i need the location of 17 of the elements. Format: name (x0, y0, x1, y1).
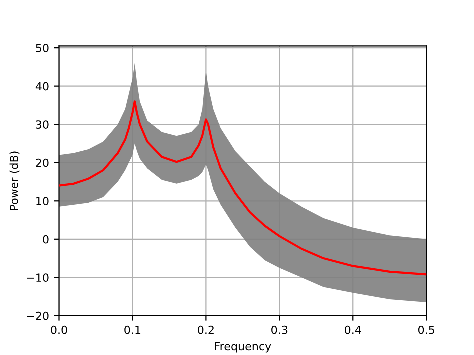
y-tick-label: 40 (36, 82, 49, 91)
y-tick-label: 50 (36, 44, 49, 52)
y-tick-label: 30 (36, 120, 49, 129)
y-tick-label: −10 (27, 274, 49, 282)
y-tick-label: −20 (27, 312, 49, 320)
x-tick-label: 0.2 (198, 326, 214, 334)
y-tick-label: 10 (36, 197, 49, 206)
x-tick-label: 0.0 (51, 326, 68, 334)
y-tick-label: 0 (43, 235, 49, 244)
x-tick-label: 0.5 (418, 326, 434, 334)
x-axis-title: Frequency (215, 342, 272, 353)
x-tick-label: 0.1 (124, 326, 141, 334)
x-tick-label: 0.3 (272, 326, 288, 334)
x-tick-label: 0.4 (345, 326, 362, 334)
line-series (59, 100, 427, 276)
y-tick-label: 20 (36, 158, 49, 168)
y-axis-title: Power (dB) (10, 152, 20, 210)
